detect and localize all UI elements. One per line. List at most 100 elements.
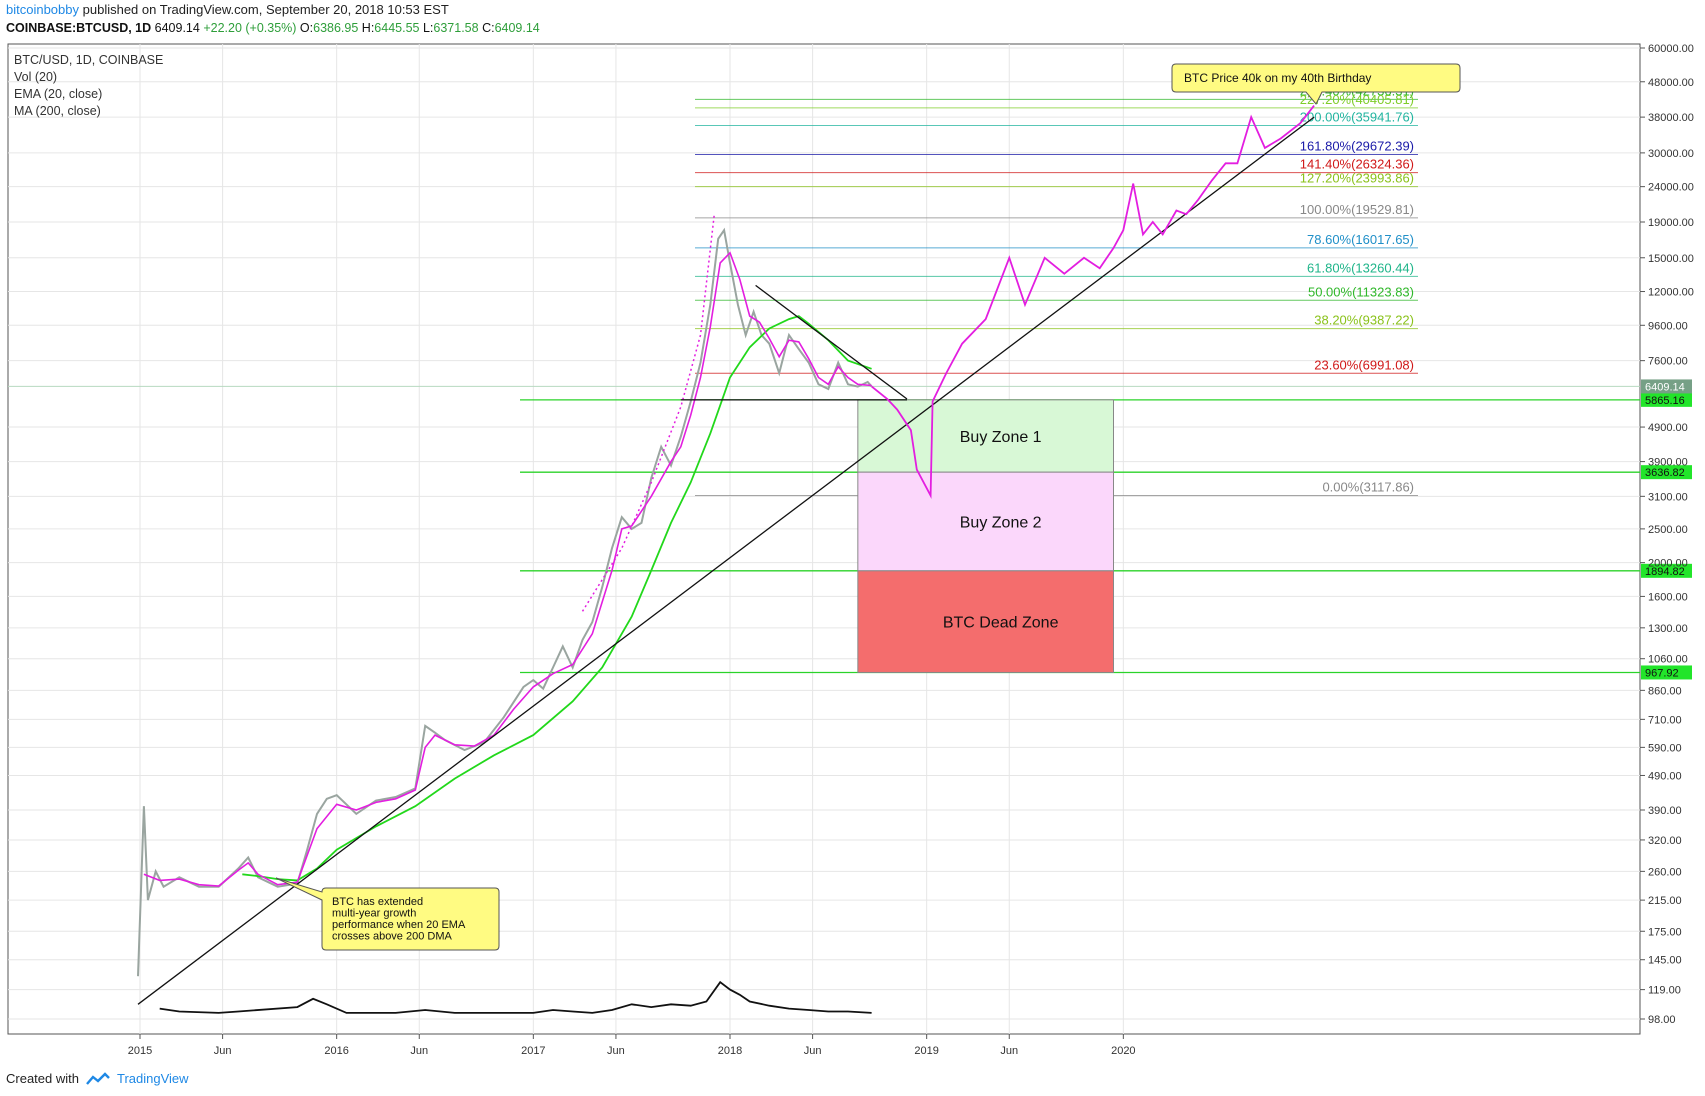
y-tick-label: 9600.00 [1648, 320, 1688, 332]
fib-level-label: 23.60%(6991.08) [1314, 357, 1414, 372]
zone-label: Buy Zone 1 [960, 429, 1042, 446]
y-tick-label: 215.00 [1648, 895, 1682, 907]
ma-200-line [242, 315, 872, 882]
grid [8, 44, 1640, 1034]
x-tick-label: 2019 [914, 1045, 938, 1057]
y-tick-label: 2500.00 [1648, 524, 1688, 536]
close-label: C: [482, 21, 495, 35]
y-tick-label: 3100.00 [1648, 491, 1688, 503]
y-tick-label: 12000.00 [1648, 287, 1694, 299]
x-tick-label: Jun [410, 1045, 428, 1057]
level-price-label: 5865.16 [1645, 395, 1685, 407]
fib-level-label: 100.00%(19529.81) [1300, 202, 1414, 217]
indicator-ema: EMA (20, close) [14, 87, 102, 101]
zone-rect [857, 399, 1114, 473]
fib-level-label: 227.20%(40405.81) [1300, 92, 1414, 107]
x-tick-label: Jun [1000, 1045, 1018, 1057]
y-tick-label: 119.00 [1648, 985, 1681, 997]
x-tick-label: 2020 [1111, 1045, 1135, 1057]
indicator-vol: Vol (20) [14, 70, 57, 84]
y-tick-label: 260.00 [1648, 866, 1682, 878]
x-tick-label: Jun [607, 1045, 625, 1057]
publish-header: bitcoinbobby published on TradingView.co… [6, 2, 449, 17]
y-tick-label: 30000.00 [1648, 148, 1694, 160]
y-tick-label: 38000.00 [1648, 112, 1694, 124]
y-tick-label: 860.00 [1648, 685, 1682, 697]
legend: BTC/USD, 1D, COINBASE Vol (20) EMA (20, … [14, 53, 163, 118]
y-tick-label: 390.00 [1648, 805, 1682, 817]
fib-level-label: 50.00%(11323.83) [1308, 284, 1414, 299]
callout-text-line: BTC has extended [332, 896, 423, 908]
change-value: +22.20 (+0.35%) [203, 21, 297, 35]
last-price-label: 6409.14 [1645, 381, 1685, 393]
y-tick-label: 1600.00 [1648, 591, 1688, 603]
fib-level-label: 161.80%(29672.39) [1300, 139, 1414, 154]
y-tick-label: 60000.00 [1648, 43, 1694, 55]
y-tick-label: 2000.00 [1648, 558, 1688, 570]
tradingview-link[interactable]: TradingView [116, 1071, 189, 1086]
x-tick-label: Jun [804, 1045, 822, 1057]
y-tick-label: 4900.00 [1648, 422, 1688, 434]
y-tick-label: 490.00 [1648, 770, 1682, 782]
y-tick-label: 1300.00 [1648, 623, 1688, 635]
zone-rect [857, 471, 1114, 572]
y-tick-label: 710.00 [1648, 714, 1682, 726]
y-tick-label: 590.00 [1648, 742, 1682, 754]
y-tick-label: 7600.00 [1648, 356, 1688, 368]
x-tick-label: 2016 [324, 1045, 348, 1057]
callout-box [1171, 63, 1461, 105]
high-value: 6445.55 [374, 21, 420, 35]
ema-20-line [143, 251, 872, 887]
chart-title: BTC/USD, 1D, COINBASE [14, 53, 163, 67]
close-value: 6409.14 [494, 21, 540, 35]
fib-level-label: 200.00%(35941.76) [1300, 110, 1414, 125]
callout-box [275, 877, 500, 951]
y-tick-label: 48000.00 [1648, 77, 1694, 89]
triangle-upper-line [755, 284, 908, 400]
fib-level-label: 78.60%(16017.65) [1307, 232, 1414, 247]
y-tick-label: 24000.00 [1648, 182, 1694, 194]
y-tick-label: 175.00 [1648, 926, 1682, 938]
price-line [137, 227, 873, 977]
callout-text-line: crosses above 200 DMA [332, 931, 452, 943]
created-with-label: Created with [6, 1071, 79, 1086]
y-tick-label: 145.00 [1648, 955, 1682, 967]
long-term-trendline [137, 116, 1315, 1005]
x-tick-label: 2015 [128, 1045, 152, 1057]
parabolic-curve [581, 214, 716, 612]
y-tick-label: 98.00 [1648, 1014, 1676, 1026]
zones: Buy Zone 1 Buy Zone 2 BTC Dead Zone [857, 399, 1114, 673]
y-tick-label: 19000.00 [1648, 217, 1694, 229]
low-value: 6371.58 [433, 21, 479, 35]
x-axis: 2015 Jun 2016 Jun 2017 Jun 2018 Jun 2019 Jun 2020 [128, 1034, 1136, 1057]
fib-level-label: 61.80%(13260.44) [1307, 260, 1414, 275]
indicator-ma: MA (200, close) [14, 104, 101, 118]
callout-text: BTC Price 40k on my 40th Birthday [1184, 71, 1371, 85]
price-value: 6409.14 [154, 21, 200, 35]
zone-rect [857, 570, 1114, 673]
callout-40k: BTC Price 40k on my 40th Birthday [1171, 63, 1461, 105]
fib-level-label: 38.20%(9387.22) [1314, 313, 1414, 328]
level-price-label: 3636.82 [1645, 467, 1685, 479]
zone-label: BTC Dead Zone [943, 615, 1059, 632]
level-price-label: 1894.82 [1645, 566, 1685, 578]
plot-frame [7, 43, 1641, 1035]
y-tick-label: 1060.00 [1648, 654, 1688, 666]
open-value: 6386.95 [313, 21, 359, 35]
level-price-tag [1641, 465, 1692, 480]
low-label: L: [422, 21, 434, 35]
annotations: BTC Price 40k on my 40th Birthday BTC has… [275, 63, 1461, 951]
x-tick-label: Jun [214, 1045, 232, 1057]
footer: Created with TradingView [6, 1071, 189, 1086]
fib-level-label: 141.40%(26324.36) [1300, 157, 1414, 172]
publish-info: published on TradingView.com, September … [82, 2, 449, 17]
ohlc-header: COINBASE:BTCUSD, 1D 6409.14 +22.20 (+0.3… [6, 21, 540, 35]
author-link[interactable]: bitcoinbobby [6, 2, 79, 17]
level-price-tag [1641, 665, 1692, 680]
symbol-label: COINBASE:BTCUSD, 1D [6, 21, 152, 35]
projection-line [871, 105, 1315, 499]
series [137, 105, 1315, 1014]
zone-label: Buy Zone 2 [960, 514, 1042, 531]
tradingview-logo-icon [86, 1071, 110, 1085]
